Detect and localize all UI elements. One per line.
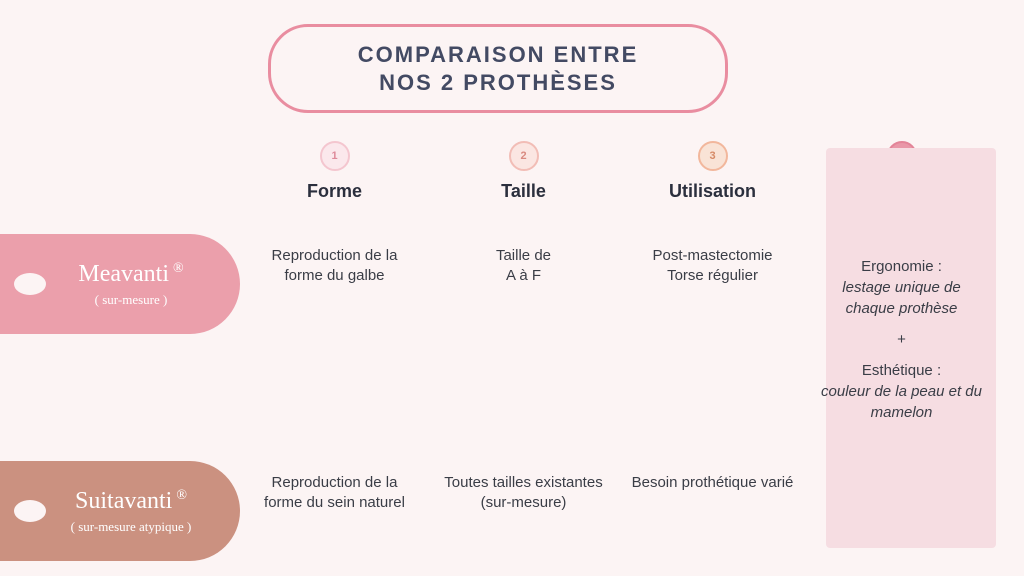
custom-lead-2: Esthétique : (862, 362, 941, 379)
col-label-forme: Forme (246, 181, 423, 202)
cell-suitavanti-forme: Reproduction de la forme du sein naturel (240, 443, 429, 514)
row-name-text: Suitavanti (75, 488, 172, 514)
custom-ital-1: lestage unique de chaque prothèse (819, 277, 984, 319)
cell-meavanti-utilisation: Post-mastectomieTorse régulier (618, 216, 807, 287)
col-head-taille: 2 Taille (429, 141, 618, 216)
title-pill: COMPARAISON ENTRE NOS 2 PROTHÈSES (268, 24, 728, 113)
row-name-suitavanti: Suitavanti ® (75, 488, 187, 515)
badge-1-num: 1 (331, 150, 337, 162)
col-head-forme: 1 Forme (240, 141, 429, 216)
custom-plus: + (819, 329, 984, 350)
custom-ital-2: couleur de la peau et du mamelon (819, 381, 984, 423)
registered-mark: ® (176, 488, 187, 503)
col-label-utilisation: Utilisation (624, 181, 801, 202)
row-subtitle-meavanti: ( sur-mesure ) (95, 292, 168, 308)
badge-2-num: 2 (520, 150, 526, 162)
infographic-root: COMPARAISON ENTRE NOS 2 PROTHÈSES 1 Form… (0, 0, 1024, 576)
row-subtitle-suitavanti: ( sur-mesure atypique ) (71, 519, 192, 535)
cell-meavanti-taille: Taille deA à F (429, 216, 618, 287)
badge-3: 3 (698, 141, 728, 171)
row-tag-meavanti: Meavanti ® ( sur-mesure ) (0, 234, 240, 334)
registered-mark: ® (173, 261, 184, 276)
cell-meavanti-forme: Reproduction de la forme du galbe (240, 216, 429, 287)
col-label-taille: Taille (435, 181, 612, 202)
badge-3-num: 3 (709, 150, 715, 162)
row-tag-suitavanti: Suitavanti ® ( sur-mesure atypique ) (0, 461, 240, 561)
tag-hole (14, 273, 46, 295)
row-name-meavanti: Meavanti ® (78, 261, 183, 288)
custom-lead-1: Ergonomie : (861, 258, 942, 275)
title-line-1: COMPARAISON ENTRE (291, 41, 705, 69)
row-name-text: Meavanti (78, 261, 169, 287)
cell-suitavanti-taille: Toutes tailles existantes(sur-mesure) (429, 443, 618, 514)
col-head-utilisation: 3 Utilisation (618, 141, 807, 216)
tag-hole (14, 500, 46, 522)
title-line-2: NOS 2 PROTHÈSES (291, 69, 705, 97)
row-spacer (0, 378, 807, 400)
cell-customisation-merged: Ergonomie : lestage unique de chaque pro… (807, 216, 996, 443)
badge-2: 2 (509, 141, 539, 171)
cell-suitavanti-utilisation: Besoin prothétique varié (618, 443, 807, 493)
badge-1: 1 (320, 141, 350, 171)
